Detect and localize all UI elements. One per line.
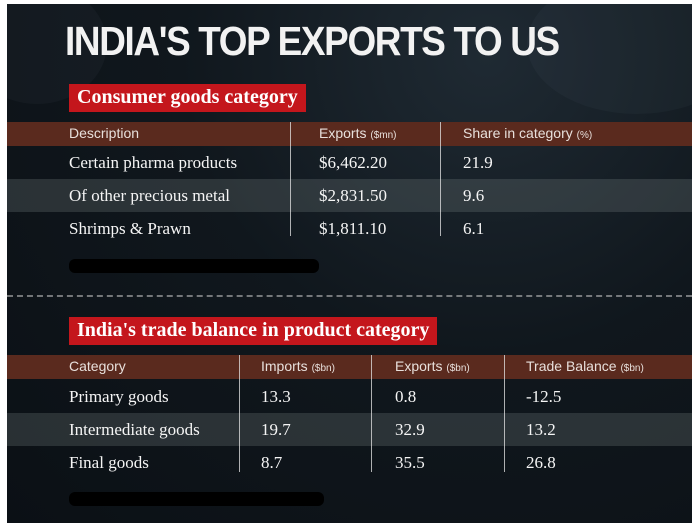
consumer-section-tag: Consumer goods category [69, 84, 306, 112]
consumer-table-header: Description Exports ($mn) Share in categ… [7, 122, 692, 146]
header-share-unit: (%) [576, 130, 593, 141]
section-divider [7, 295, 692, 297]
column-divider [504, 355, 505, 472]
row-balance: 13.2 [526, 420, 556, 439]
row-balance: 26.8 [526, 453, 556, 472]
column-divider [371, 355, 372, 472]
row-description: Certain pharma products [69, 153, 238, 172]
row-share: 9.6 [463, 186, 485, 205]
table-row: Shrimps & Prawn $1,811.10 6.1 [7, 212, 692, 245]
row-category: Final goods [69, 453, 149, 472]
redacted-source [69, 259, 319, 273]
row-exports: 32.9 [395, 420, 425, 439]
header-trade-exports-unit: ($bn) [446, 363, 470, 374]
trade-section-tag: India's trade balance in product categor… [69, 317, 438, 345]
header-share-label: Share in category [463, 125, 573, 141]
row-description: Shrimps & Prawn [69, 219, 191, 238]
header-trade-exports-label: Exports [395, 358, 443, 374]
header-exports: Exports ($mn) [319, 125, 396, 141]
row-share: 21.9 [463, 153, 493, 172]
header-balance: Trade Balance ($bn) [526, 358, 644, 374]
header-trade-exports: Exports ($bn) [395, 358, 470, 374]
header-description: Description [69, 125, 140, 141]
header-balance-unit: ($bn) [620, 363, 644, 374]
row-category: Intermediate goods [69, 420, 200, 439]
row-imports: 19.7 [261, 420, 291, 439]
row-imports: 8.7 [261, 453, 283, 472]
page-title: INDIA'S TOP EXPORTS TO US [65, 18, 560, 64]
row-description: Of other precious metal [69, 186, 230, 205]
row-exports: $1,811.10 [319, 219, 387, 238]
column-divider [290, 122, 291, 236]
header-exports-label: Exports [319, 125, 367, 141]
header-balance-label: Trade Balance [526, 358, 617, 374]
redacted-source [69, 492, 324, 506]
header-category: Category [69, 358, 126, 374]
trade-table-header: Category Imports ($bn) Exports ($bn) Tra… [7, 355, 692, 379]
row-exports: 35.5 [395, 453, 425, 472]
infographic-panel: INDIA'S TOP EXPORTS TO US Consumer goods… [7, 4, 692, 523]
row-share: 6.1 [463, 219, 485, 238]
column-divider [440, 122, 441, 236]
row-balance: -12.5 [526, 387, 562, 406]
header-imports: Imports ($bn) [261, 358, 335, 374]
row-imports: 13.3 [261, 387, 291, 406]
header-imports-label: Imports [261, 358, 308, 374]
header-share: Share in category (%) [463, 125, 592, 141]
table-row: Certain pharma products $6,462.20 21.9 [7, 146, 692, 179]
row-category: Primary goods [69, 387, 169, 406]
table-row: Final goods 8.7 35.5 26.8 [7, 446, 692, 479]
row-exports: $6,462.20 [319, 153, 387, 172]
column-divider [239, 355, 240, 472]
row-exports: $2,831.50 [319, 186, 387, 205]
header-imports-unit: ($bn) [311, 363, 335, 374]
header-exports-unit: ($mn) [370, 130, 397, 141]
table-row: Primary goods 13.3 0.8 -12.5 [7, 380, 692, 413]
row-exports: 0.8 [395, 387, 417, 406]
table-row: Of other precious metal $2,831.50 9.6 [7, 179, 692, 212]
table-row: Intermediate goods 19.7 32.9 13.2 [7, 413, 692, 446]
